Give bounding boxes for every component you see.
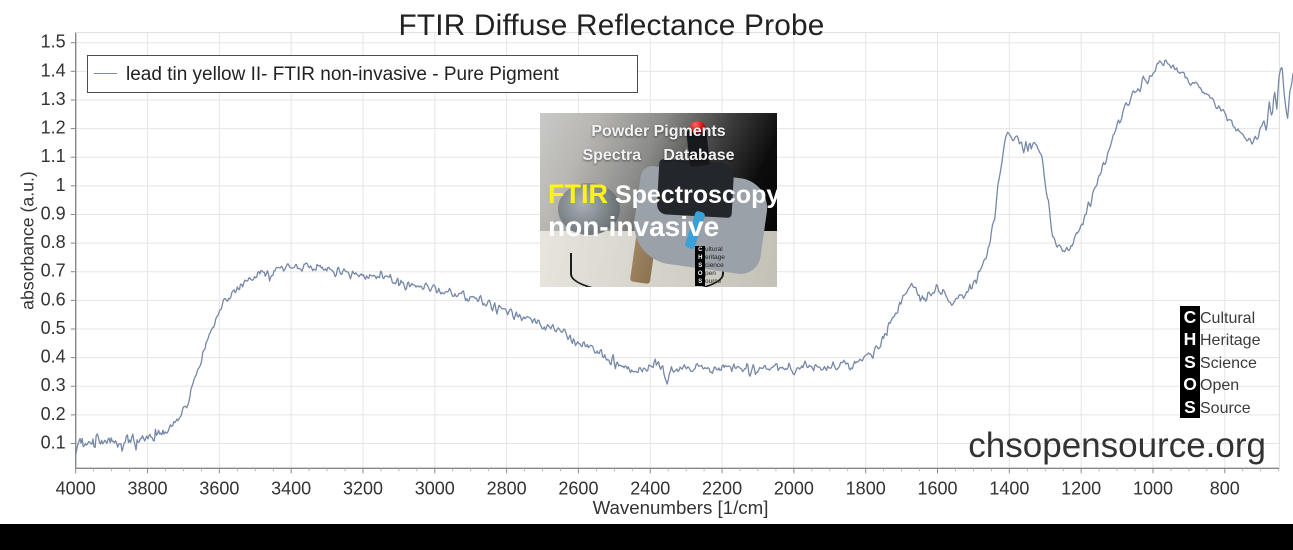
- svg-text:1.4: 1.4: [41, 60, 66, 80]
- svg-text:3600: 3600: [199, 478, 239, 498]
- svg-text:0.5: 0.5: [41, 318, 66, 338]
- svg-text:2400: 2400: [630, 478, 670, 498]
- svg-text:1.2: 1.2: [41, 118, 66, 138]
- svg-text:2000: 2000: [774, 478, 814, 498]
- svg-text:2800: 2800: [487, 478, 527, 498]
- svg-text:0.8: 0.8: [41, 232, 66, 252]
- svg-text:3400: 3400: [271, 478, 311, 498]
- svg-text:0.9: 0.9: [41, 203, 66, 223]
- svg-text:3200: 3200: [343, 478, 383, 498]
- svg-text:3000: 3000: [415, 478, 455, 498]
- svg-text:1000: 1000: [1133, 478, 1173, 498]
- svg-text:4000: 4000: [56, 478, 96, 498]
- svg-text:0.3: 0.3: [41, 375, 66, 395]
- svg-text:0.1: 0.1: [41, 433, 66, 453]
- svg-text:0.4: 0.4: [41, 347, 66, 367]
- svg-text:1.1: 1.1: [41, 146, 66, 166]
- svg-text:800: 800: [1210, 478, 1240, 498]
- svg-text:1200: 1200: [1061, 478, 1101, 498]
- svg-text:1800: 1800: [846, 478, 886, 498]
- svg-text:2600: 2600: [558, 478, 598, 498]
- svg-text:0.6: 0.6: [41, 289, 66, 309]
- svg-text:1.3: 1.3: [41, 89, 66, 109]
- svg-text:2200: 2200: [702, 478, 742, 498]
- svg-text:0.7: 0.7: [41, 261, 66, 281]
- svg-text:1: 1: [56, 175, 66, 195]
- svg-text:0.2: 0.2: [41, 404, 66, 424]
- svg-text:3800: 3800: [127, 478, 167, 498]
- svg-text:1400: 1400: [989, 478, 1029, 498]
- svg-text:1600: 1600: [917, 478, 957, 498]
